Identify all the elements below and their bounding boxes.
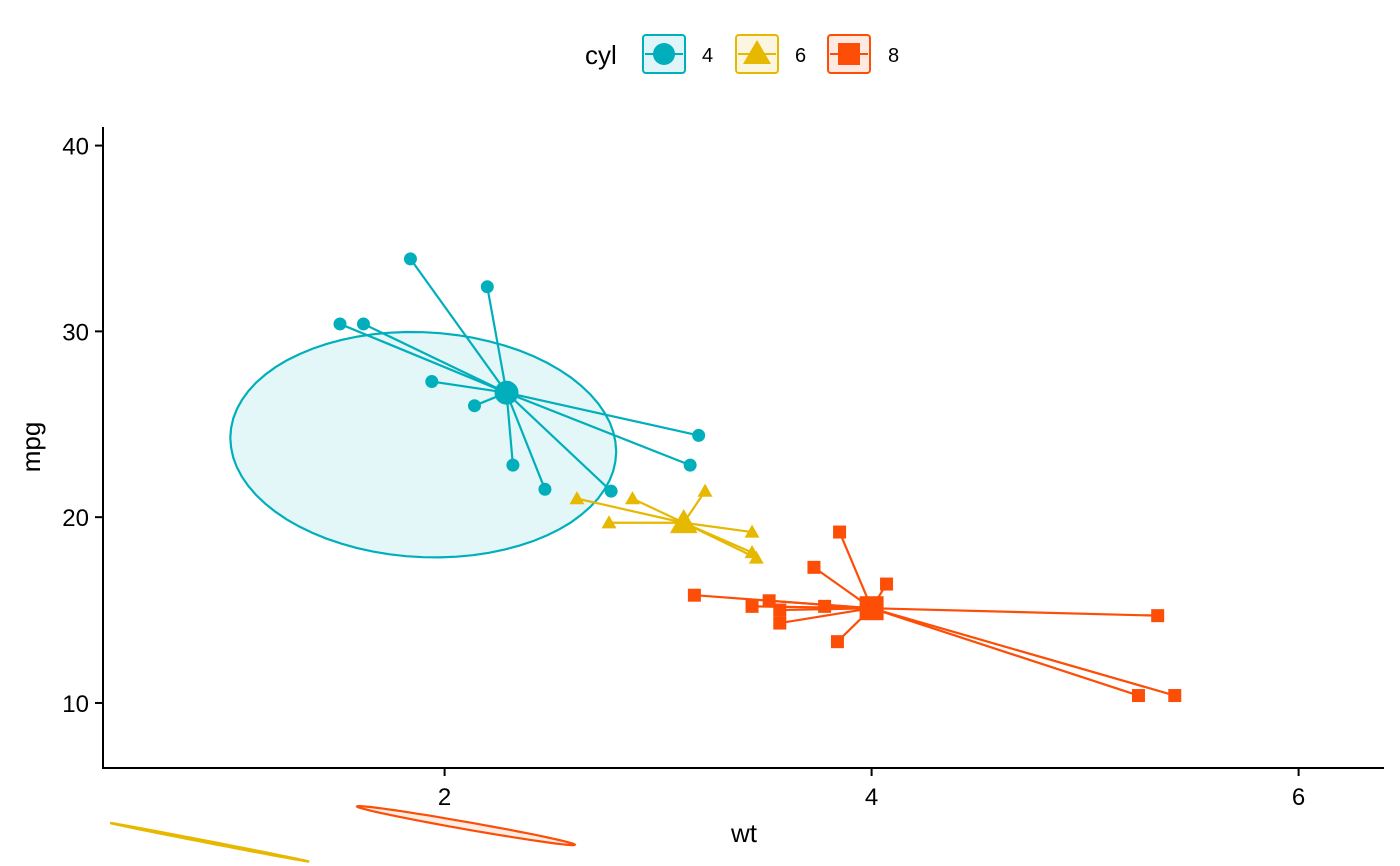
legend-marker-circle-icon — [653, 43, 675, 65]
y-ticks: 10 20 30 40 — [62, 134, 103, 718]
star-segment-cyl-8 — [871, 607, 1176, 697]
legend-label-8: 8 — [888, 45, 899, 67]
data-point-cyl-6 — [744, 524, 760, 538]
data-point-cyl-8 — [833, 525, 847, 539]
data-point-cyl-6 — [601, 515, 617, 529]
legend-entry-8: 8 — [827, 34, 899, 74]
data-point-cyl-6 — [748, 550, 764, 564]
star-segment-cyl-8 — [871, 607, 1158, 617]
data-point-cyl-8 — [1131, 689, 1145, 703]
star-segment-cyl-4 — [486, 286, 508, 393]
star-segment-cyl-4 — [506, 391, 699, 437]
x-tick-label: 4 — [865, 784, 878, 811]
star-segment-cyl-4 — [339, 322, 507, 394]
legend-label-6: 6 — [795, 45, 806, 67]
data-point-cyl-4 — [403, 252, 417, 266]
ellipse-cyl-4 — [229, 330, 618, 559]
data-point-cyl-4 — [683, 458, 697, 472]
data-point-cyl-8 — [687, 588, 701, 602]
y-tick-label: 40 — [62, 134, 89, 161]
data-point-cyl-4 — [425, 375, 439, 389]
legend-title: cyl — [585, 40, 617, 70]
centroid-cyl-4 — [494, 380, 519, 405]
data-points — [333, 252, 1182, 703]
data-point-cyl-4 — [692, 428, 706, 442]
legend: cyl 4 6 8 — [585, 34, 899, 74]
star-segment-cyl-4 — [362, 322, 507, 394]
star-segment-cyl-6 — [683, 521, 757, 560]
legend-entry-4: 4 — [642, 34, 713, 74]
data-point-cyl-8 — [830, 635, 844, 649]
star-segment-cyl-8 — [779, 607, 872, 625]
centroid-cyl-8 — [859, 596, 884, 621]
legend-marker-triangle-icon — [743, 40, 771, 64]
data-point-cyl-6 — [625, 491, 640, 505]
data-point-cyl-8 — [1151, 609, 1165, 623]
data-point-cyl-4 — [604, 484, 618, 498]
legend-marker-square-icon — [838, 43, 860, 65]
star-segment-cyl-6 — [683, 521, 753, 534]
centroids — [494, 380, 884, 621]
data-point-cyl-4 — [538, 482, 552, 496]
data-point-cyl-8 — [773, 603, 787, 617]
data-point-cyl-4 — [467, 399, 481, 413]
data-point-cyl-8 — [818, 599, 832, 613]
star-segment-cyl-4 — [431, 380, 507, 394]
ellipse-cyl-6 — [109, 821, 310, 863]
data-point-cyl-8 — [807, 560, 821, 574]
x-axis-title: wt — [730, 818, 758, 848]
star-segment-cyl-6 — [576, 497, 684, 524]
centroid-cyl-6 — [669, 508, 698, 534]
x-tick-label: 2 — [438, 784, 451, 811]
data-point-cyl-8 — [773, 616, 787, 630]
star-segment-cyl-8 — [838, 531, 873, 609]
data-point-cyl-8 — [880, 577, 894, 591]
data-point-cyl-4 — [333, 317, 347, 331]
star-segment-cyl-4 — [505, 391, 612, 492]
data-point-cyl-8 — [1168, 689, 1182, 703]
data-point-cyl-4 — [480, 280, 494, 294]
star-segment-cyl-4 — [506, 391, 691, 467]
data-point-cyl-6 — [697, 483, 713, 497]
star-segment-cyl-4 — [409, 258, 508, 394]
legend-entry-6: 6 — [735, 34, 806, 74]
axes: 2 4 6 10 20 30 40 wt mpg — [16, 127, 1384, 848]
y-tick-label: 20 — [62, 505, 89, 532]
star-segment-cyl-4 — [505, 392, 546, 490]
ellipse-cyl-8 — [355, 805, 577, 847]
star-segment-cyl-8 — [871, 607, 1139, 697]
x-tick-label: 6 — [1292, 784, 1305, 811]
y-axis-title: mpg — [16, 422, 46, 473]
y-tick-label: 30 — [62, 319, 89, 346]
star-segment-cyl-6 — [632, 497, 685, 524]
data-point-cyl-4 — [506, 458, 520, 472]
y-tick-label: 10 — [62, 691, 89, 718]
data-point-cyl-8 — [745, 599, 759, 613]
data-point-cyl-8 — [762, 594, 776, 608]
data-point-cyl-4 — [356, 317, 370, 331]
x-ticks: 2 4 6 — [438, 768, 1305, 811]
star-segment-cyl-4 — [505, 392, 515, 466]
ellipses — [109, 330, 618, 863]
data-point-cyl-6 — [569, 491, 585, 505]
legend-label-4: 4 — [702, 45, 713, 67]
